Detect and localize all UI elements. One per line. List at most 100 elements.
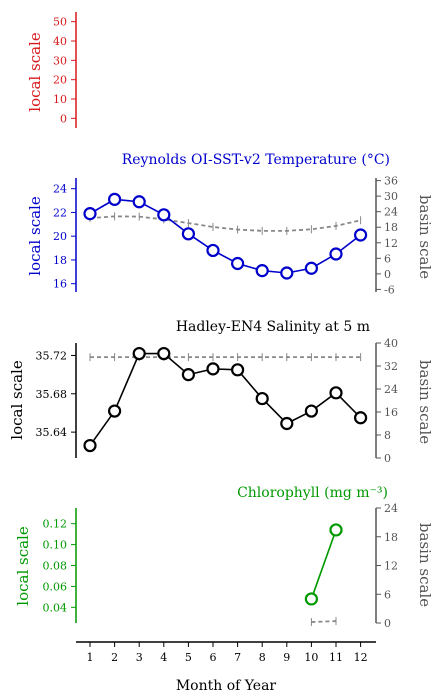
salinity-right-tick-label: 0: [384, 452, 391, 465]
salinity-right-tick-label: 16: [384, 406, 398, 419]
x-axis: Month of Year: [176, 678, 277, 694]
temperature-right-tick-label: -6: [384, 283, 395, 296]
chlorophyll-left-tick-label: 0.06: [43, 580, 68, 593]
chlorophyll-right-label: basin scale: [416, 523, 434, 607]
panel-salinity: Hadley-EN4 Salinity at 5 m local scale b…: [8, 319, 434, 444]
panel-chlorophyll: Chlorophyll (mg m⁻³) local scale basin s…: [14, 485, 434, 607]
panel-empty-left-label: local scale: [26, 32, 44, 112]
temperature-local-point: [157, 208, 171, 222]
x-axis-label: Month of Year: [176, 678, 277, 694]
temperature-left-tick-label: 16: [53, 278, 67, 291]
x-tick-label: 6: [210, 651, 217, 664]
temperature-right-label: basin scale: [416, 195, 434, 279]
temperature-left-tick-label: 24: [53, 183, 67, 196]
chlorophyll-left-tick-label: 0.12: [43, 518, 68, 531]
chlorophyll-left-tick-label: 0.08: [43, 560, 68, 573]
salinity-local-point: [255, 391, 269, 406]
chlorophyll-local-line: [310, 529, 337, 600]
temperature-title: Reynolds OI-SST-v2 Temperature (°C): [122, 152, 390, 168]
x-tick-label: 11: [329, 651, 343, 664]
temperature-left-tick-label: 18: [53, 254, 67, 267]
empty-left-tick-label: 40: [53, 35, 67, 48]
temperature-right-tick-label: 24: [384, 206, 398, 219]
chart-empty: 0 10 20 30 40 50: [53, 12, 77, 128]
empty-left-tick-label: 50: [53, 16, 67, 29]
temperature-left-label: local scale: [26, 196, 44, 276]
temperature-left-tick-label: 22: [53, 206, 67, 219]
empty-left-tick-label: 30: [53, 54, 67, 67]
temperature-local-point: [280, 266, 294, 280]
salinity-local-point: [206, 362, 220, 376]
temperature-right-tick-label: 36: [384, 175, 398, 188]
chlorophyll-right-tick-label: 12: [384, 560, 398, 573]
chlorophyll-right-tick-label: 18: [384, 531, 398, 544]
temperature-local-point: [329, 247, 343, 261]
x-tick-label: 4: [160, 651, 167, 664]
x-tick-label: 7: [234, 651, 241, 664]
x-tick-label: 1: [87, 651, 94, 664]
temperature-left-tick-label: 20: [53, 230, 67, 243]
salinity-local-point: [304, 404, 318, 418]
temperature-right-tick-label: 0: [384, 268, 391, 281]
salinity-local-line: [89, 352, 362, 447]
salinity-local-point: [132, 346, 146, 361]
salinity-local-point: [107, 404, 122, 418]
salinity-local-point: [181, 368, 195, 382]
chlorophyll-right-tick-label: 24: [384, 502, 398, 515]
salinity-right-tick-label: 40: [384, 337, 398, 350]
salinity-local-point: [354, 411, 368, 425]
chlorophyll-basin-line: [311, 620, 337, 623]
salinity-right-tick-label: 8: [384, 429, 391, 442]
temperature-right-tick-label: 30: [384, 190, 398, 203]
temperature-right-tick-label: 6: [384, 252, 391, 265]
salinity-left-label: local scale: [8, 360, 26, 440]
empty-left-tick-label: 10: [53, 93, 67, 106]
chlorophyll-left-tick-label: 0.10: [43, 539, 68, 552]
x-tick-label: 12: [354, 651, 368, 664]
temperature-basin-line: [89, 215, 361, 232]
temperature-local-point: [255, 264, 269, 278]
chlorophyll-local-point: [304, 592, 318, 606]
temperature-right-tick-label: 18: [384, 221, 398, 234]
temperature-local-point: [181, 227, 195, 241]
chart-salinity: 35.64 35.68 35.72 0 8 16 24 32 40: [36, 337, 399, 465]
x-tick-label: 5: [185, 651, 192, 664]
chlorophyll-left-label: local scale: [14, 526, 32, 606]
chlorophyll-right-tick-label: 0: [384, 617, 391, 630]
x-tick-label: 8: [259, 651, 266, 664]
panel-temperature: Reynolds OI-SST-v2 Temperature (°C) loca…: [26, 152, 434, 279]
temperature-local-point: [354, 228, 368, 242]
salinity-title: Hadley-EN4 Salinity at 5 m: [176, 319, 370, 335]
salinity-local-point: [280, 416, 294, 431]
salinity-local-point: [157, 346, 171, 361]
x-tick-label: 3: [136, 651, 143, 664]
temperature-local-point: [83, 207, 97, 221]
salinity-right-label: basin scale: [416, 360, 434, 444]
salinity-right-tick-label: 32: [384, 360, 398, 373]
temperature-local-point: [132, 195, 146, 209]
chart-temperature: 16 18 20 22 24 -6 0 6 12 18 24 30 36: [53, 175, 398, 297]
temperature-local-point: [231, 256, 245, 271]
empty-left-tick-label: 0: [60, 112, 67, 125]
temperature-local-point: [304, 261, 318, 275]
temperature-local-line: [89, 198, 362, 274]
x-tick-label: 9: [283, 651, 290, 664]
chart-chlorophyll: 0.04 0.06 0.08 0.10 0.12 0 6 12 18 24: [43, 502, 399, 630]
salinity-local-point: [329, 386, 343, 400]
salinity-local-point: [83, 438, 97, 453]
salinity-right-tick-label: 24: [384, 383, 398, 396]
panel-empty: local scale: [26, 32, 44, 112]
salinity-left-tick-label: 35.72: [36, 349, 68, 362]
chlorophyll-local-point: [329, 523, 343, 537]
temperature-right-tick-label: 12: [384, 237, 398, 250]
empty-left-tick-label: 20: [53, 74, 67, 87]
x-tick-label: 10: [304, 651, 318, 664]
salinity-left-tick-label: 35.68: [36, 388, 68, 401]
x-tick-label: 2: [111, 651, 118, 664]
chlorophyll-left-tick-label: 0.04: [43, 601, 68, 614]
salinity-local-point: [231, 363, 245, 377]
salinity-left-tick-label: 35.64: [36, 426, 68, 439]
chlorophyll-title: Chlorophyll (mg m⁻³): [237, 485, 388, 501]
temperature-local-point: [107, 192, 122, 206]
